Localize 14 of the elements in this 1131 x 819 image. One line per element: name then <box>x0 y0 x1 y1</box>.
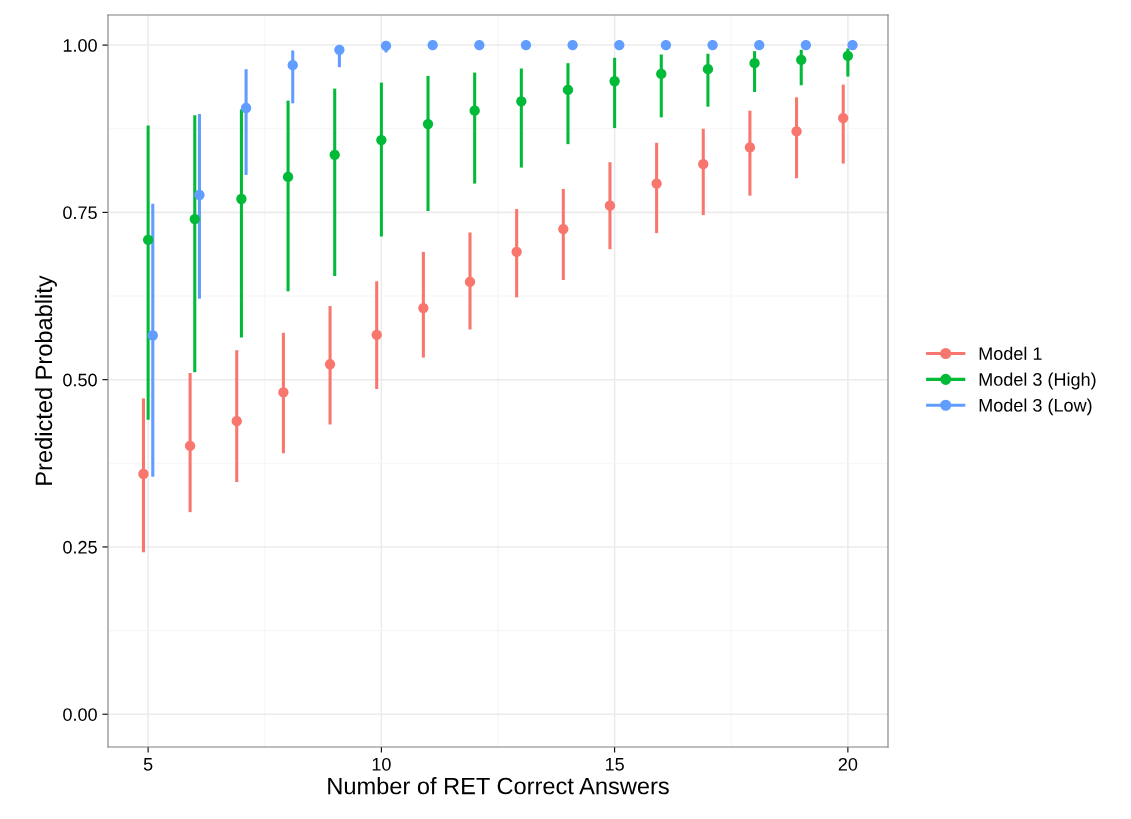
y-tick-label: 0.50 <box>63 373 97 387</box>
y-axis-title: Predicted Probablity <box>34 275 57 485</box>
y-tick-label: 0.00 <box>63 708 97 721</box>
legend-label: Model 3 (Low) <box>979 398 1092 416</box>
y-tick-label: 0.25 <box>63 540 97 554</box>
x-tick-label: 5 <box>143 758 153 771</box>
x-tick-label: 20 <box>838 757 858 771</box>
y-tick-label: 0.75 <box>63 206 97 220</box>
x-tick-label: 15 <box>605 758 624 771</box>
legend-label: Model 1 <box>979 346 1042 360</box>
legend-label: Model 3 (High) <box>979 372 1096 390</box>
x-axis-title: Number of RET Correct Answers <box>328 777 669 795</box>
x-tick-label: 10 <box>372 757 391 771</box>
y-tick-label: 1.00 <box>63 39 97 52</box>
